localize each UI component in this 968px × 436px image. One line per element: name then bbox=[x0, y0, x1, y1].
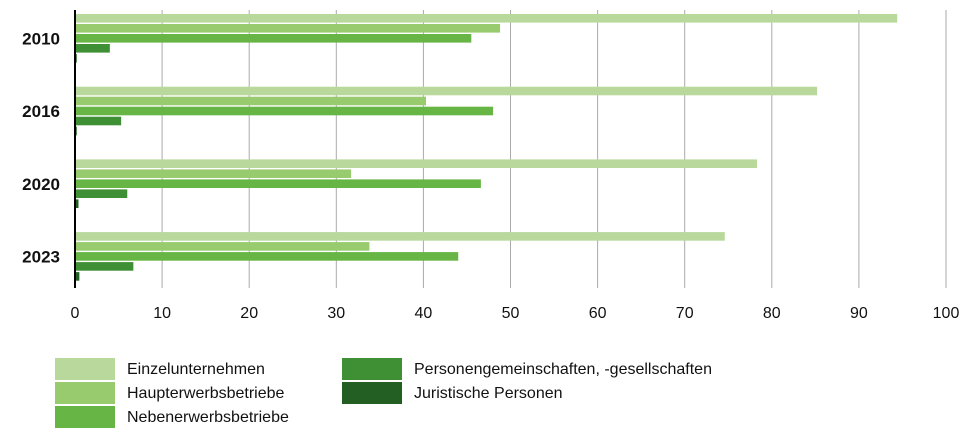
legend-label: Juristische Personen bbox=[414, 385, 563, 402]
bar bbox=[75, 232, 725, 241]
x-tick-label: 100 bbox=[933, 305, 960, 322]
bar bbox=[75, 242, 370, 251]
bar bbox=[75, 44, 110, 53]
x-tick-label: 60 bbox=[589, 305, 607, 322]
legend-swatch bbox=[55, 406, 115, 428]
y-tick-label: 2010 bbox=[22, 29, 60, 48]
x-tick-label: 70 bbox=[676, 305, 694, 322]
bar bbox=[75, 252, 459, 261]
bar bbox=[75, 262, 134, 271]
y-tick-label: 2016 bbox=[22, 102, 60, 121]
legend-label: Nebenerwerbsbetriebe bbox=[127, 409, 289, 426]
bar bbox=[75, 34, 472, 43]
x-tick-label: 90 bbox=[850, 305, 868, 322]
bar bbox=[75, 14, 898, 23]
bar bbox=[75, 106, 494, 116]
x-tick-label: 80 bbox=[763, 305, 781, 322]
y-tick-label: 2023 bbox=[22, 248, 60, 267]
x-tick-label: 10 bbox=[153, 305, 171, 322]
legend-swatch bbox=[55, 382, 115, 404]
bar bbox=[75, 86, 818, 96]
x-tick-label: 40 bbox=[415, 305, 433, 322]
bar bbox=[75, 179, 481, 188]
y-tick-label: 2020 bbox=[22, 175, 60, 194]
bar bbox=[75, 159, 757, 168]
legend-swatch bbox=[55, 358, 115, 380]
x-tick-label: 30 bbox=[327, 305, 345, 322]
x-tick-label: 50 bbox=[502, 305, 520, 322]
bar bbox=[75, 272, 80, 281]
x-tick-label: 20 bbox=[240, 305, 258, 322]
legend-label: Einzelunternehmen bbox=[127, 361, 265, 378]
legend-swatch bbox=[342, 358, 402, 380]
legend-label: Personengemeinschaften, -gesellschaften bbox=[414, 361, 712, 378]
legend-label: Haupterwerbsbetriebe bbox=[127, 385, 285, 402]
bar bbox=[75, 24, 501, 33]
bar bbox=[75, 96, 427, 106]
x-tick-label: 0 bbox=[71, 305, 80, 322]
bar bbox=[75, 169, 352, 178]
bar bbox=[75, 199, 79, 208]
legend-swatch bbox=[342, 382, 402, 404]
bar bbox=[75, 116, 122, 126]
bar bbox=[75, 189, 128, 198]
